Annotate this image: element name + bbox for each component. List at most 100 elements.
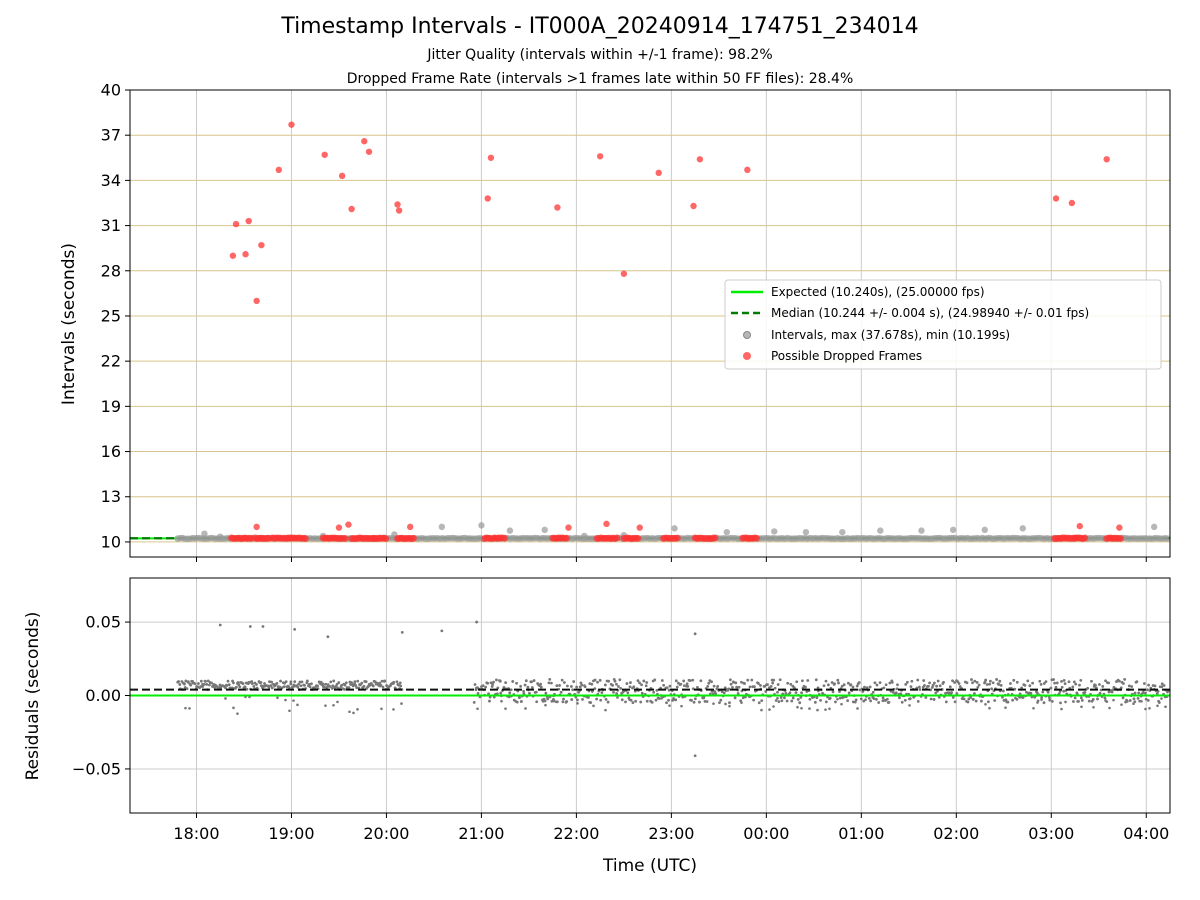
residual-point [355,686,359,690]
dropped-frame-point [674,534,681,542]
residual-point [712,684,716,688]
dropped-frame-point [288,121,295,128]
residual-point [934,691,938,695]
residual-point [668,684,672,688]
residual-point [1135,680,1139,684]
residual-point [184,679,188,683]
interval-point [438,523,446,531]
residual-point [230,686,234,690]
residual-point [278,685,281,689]
residual-point [768,708,771,711]
residual-point [976,685,980,689]
residual-point [884,683,888,687]
residual-point [1063,682,1067,686]
residual-point [881,696,885,700]
residual-point [598,678,602,682]
residual-point [780,699,784,703]
residual-point [838,696,842,700]
residual-point [790,699,794,703]
residual-point [795,680,799,684]
residual-point [1076,700,1079,703]
residual-point [316,684,319,688]
residual-point [682,684,686,688]
residual-point [519,684,523,688]
residual-point [784,692,788,695]
residual-point [771,681,775,685]
residual-point [918,688,922,691]
residual-point [238,685,242,689]
residual-point [626,691,630,695]
residual-point [776,696,779,700]
residual-point [760,708,763,712]
residual-point [241,682,245,685]
residual-point [743,682,746,685]
residual-point [232,706,235,710]
residual-point [487,692,490,696]
residual-point [1042,701,1046,705]
residual-point [252,684,256,688]
residual-point [824,708,827,711]
residual-point [1133,691,1137,695]
residual-point [653,678,657,682]
dropped-frame-point [655,169,662,177]
top-plot-frame [129,89,1171,558]
residual-point [397,683,400,687]
residual-point [957,682,961,685]
dropped-frame-point [1052,195,1060,202]
residual-point [343,683,347,687]
residual-point [319,680,323,684]
residual-point [1092,705,1095,709]
residual-point [1059,701,1062,705]
residual-point [476,686,479,690]
residual-point [1121,696,1125,700]
residual-point [576,702,579,705]
residual-point [1127,684,1131,688]
dropped-frame-point [484,195,491,202]
residual-point [773,686,777,690]
residual-point [329,680,333,684]
interval-point [802,528,810,536]
residual-point [543,699,547,703]
residual-point [343,687,346,691]
residual-point [979,699,983,703]
residual-point [931,683,935,687]
residual-point [267,685,271,689]
dropped-frame-point [690,202,697,210]
bottom-y-axis-label: Residuals (seconds) [23,612,43,781]
residual-point [975,680,979,684]
residual-point [1029,691,1033,695]
residual-point [1032,706,1035,710]
residual-point [929,697,933,701]
dropped-frame-point [1068,199,1076,207]
residual-point [224,686,227,690]
residual-point [1054,685,1058,689]
x-tick-label: 23:00 [648,824,694,843]
residual-point [680,704,683,708]
dropped-frame-point [341,534,349,542]
residual-point [1104,699,1107,702]
residual-point [864,698,867,702]
residual-point [718,701,721,705]
residual-point [814,678,818,682]
residual-point [682,679,686,683]
residual-point [303,683,306,687]
residual-point [484,685,488,689]
residual-point [522,692,526,696]
residual-outlier-point [475,620,479,624]
residual-point [528,691,531,695]
residual-point [488,699,491,703]
residual-point [322,685,326,689]
residual-point [724,702,727,706]
residual-point [565,700,569,703]
residual-point [1013,687,1017,691]
legend-median-label: Median (10.244 +/- 0.004 s), (24.98940 +… [771,306,1089,320]
residual-point [716,685,720,688]
interval-point [671,525,678,532]
residual-point [348,710,351,714]
residual-point [891,690,895,694]
residual-point [613,679,617,683]
residual-point [728,678,732,682]
residual-point [558,684,561,687]
residual-point [593,687,597,691]
